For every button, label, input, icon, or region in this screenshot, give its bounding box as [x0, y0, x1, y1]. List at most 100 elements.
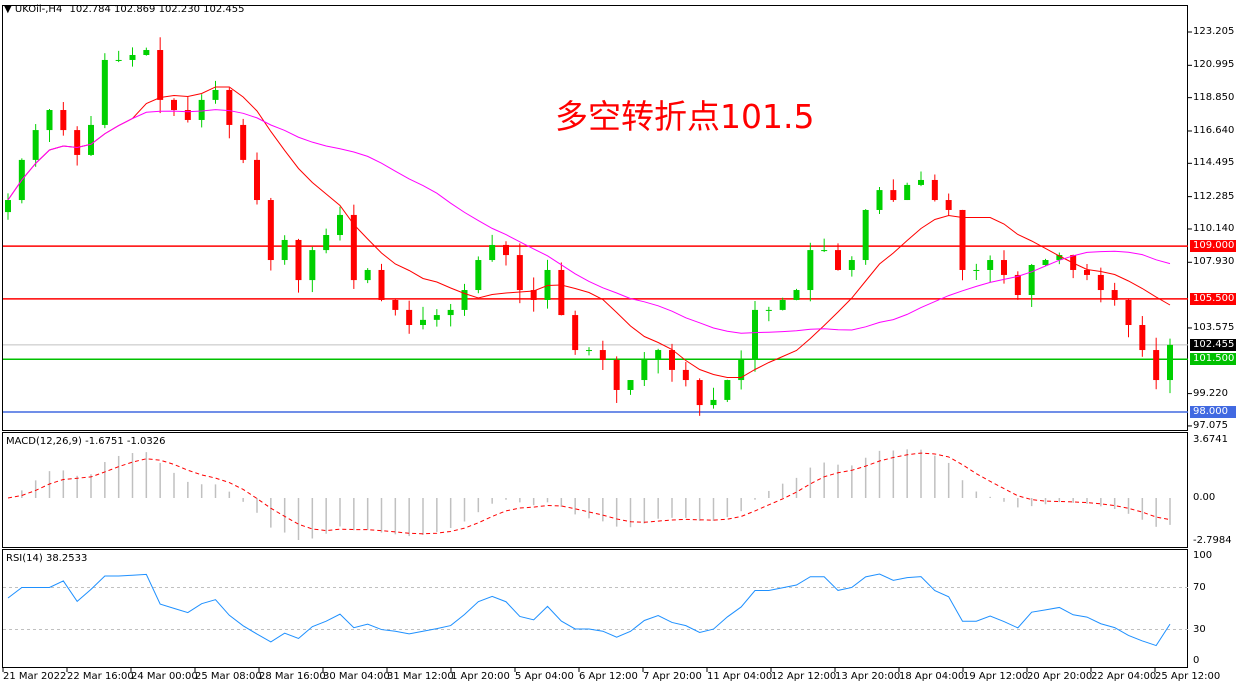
candle-body [572, 315, 579, 351]
price-tick-label: 99.220 [1193, 387, 1228, 399]
rsi-line [7, 573, 1171, 647]
candle-body [876, 190, 883, 210]
price-tick-label: 110.140 [1193, 222, 1235, 234]
price-tick-label: 123.205 [1193, 26, 1235, 37]
rsi-tick-label: 30 [1193, 623, 1206, 635]
candle-body [143, 50, 150, 55]
time-tick-label: 7 Apr 20:00 [643, 671, 702, 682]
time-tick-label: 30 Mar 04:00 [323, 671, 390, 682]
candle-body [184, 110, 191, 120]
ma-slow-line [7, 109, 1171, 334]
rsi-title: RSI(14) 38.2533 [6, 553, 88, 564]
candle-body [973, 269, 980, 271]
price-tick-label: 114.495 [1193, 157, 1235, 169]
time-tick-label: 28 Mar 16:00 [259, 671, 326, 682]
candle-body [1042, 260, 1049, 266]
candle-body [433, 315, 440, 320]
candle-body [489, 244, 496, 261]
candle-body [848, 260, 855, 270]
candle-body [323, 235, 330, 251]
symbol-header[interactable]: ▼ UKOil-,H4 102.784 102.869 102.230 102.… [4, 4, 244, 15]
candle-body [364, 269, 371, 281]
candle-body [5, 200, 11, 213]
candle-body [682, 369, 689, 381]
candle-body [904, 184, 911, 201]
candle-body [226, 89, 233, 125]
candle-body [337, 214, 343, 236]
symbol-label: UKOil-,H4 [14, 4, 63, 15]
candle-body [1097, 274, 1104, 291]
candle-body [240, 124, 247, 160]
annotation-text: 多空转折点101.5 [555, 97, 815, 136]
candle-body [129, 54, 136, 60]
time-tick-label: 18 Apr 04:00 [899, 671, 965, 682]
candle-body [530, 290, 537, 300]
candle-body [669, 350, 675, 370]
dropdown-triangle-icon[interactable]: ▼ [4, 4, 12, 15]
macd-panel-frame [2, 432, 1188, 548]
level-price-tag: 98.000 [1190, 405, 1236, 418]
time-tick-label: 22 Apr 04:00 [1091, 671, 1157, 682]
candle-body [696, 380, 703, 406]
candle-body [586, 350, 592, 352]
candle-body [655, 350, 662, 360]
time-tick-label: 25 Mar 08:00 [195, 671, 262, 682]
macd-tick-label: -2.7984 [1193, 535, 1232, 546]
time-tick-label: 19 Apr 12:00 [963, 671, 1029, 682]
candle-body [987, 260, 994, 270]
candle-body [157, 50, 164, 100]
candle-body [918, 179, 924, 185]
rsi-panel-frame [2, 549, 1188, 668]
rsi-tick-label: 70 [1193, 581, 1206, 593]
candle-body [350, 214, 357, 281]
candle-body [558, 269, 565, 316]
candle-body [627, 380, 634, 390]
candle-body [447, 309, 454, 316]
candle-body [1125, 299, 1132, 326]
candle-body [931, 179, 938, 201]
level-price-tag: 109.000 [1190, 240, 1236, 253]
time-tick-label: 22 Mar 16:00 [67, 671, 134, 682]
level-price-tag: 105.500 [1190, 292, 1236, 305]
macd-tick-label: 3.6741 [1193, 434, 1228, 445]
candle-body [641, 359, 648, 381]
candle-body [406, 309, 413, 326]
candle-body [212, 89, 219, 100]
candle-body [613, 359, 620, 390]
current-price-tag: 102.455 [1190, 338, 1236, 351]
time-tick-label: 1 Apr 20:00 [451, 671, 510, 682]
candle-body [793, 290, 800, 300]
candle-body [1014, 274, 1021, 296]
candle-body [516, 255, 523, 291]
candle-body [765, 309, 772, 311]
candle-body [115, 59, 122, 61]
candle-body [254, 159, 260, 201]
price-tick-label: 97.075 [1193, 419, 1228, 431]
candle-body [1153, 350, 1160, 381]
candle-body [1056, 255, 1063, 261]
candle-body [378, 269, 385, 300]
price-tick-label: 103.575 [1193, 321, 1235, 333]
candle-body [1084, 269, 1090, 275]
candle-body [267, 200, 274, 261]
candle-body [475, 260, 482, 291]
time-tick-label: 13 Apr 20:00 [835, 671, 901, 682]
time-tick-label: 24 Mar 00:00 [131, 671, 198, 682]
macd-tick-label: 0.00 [1193, 492, 1216, 503]
candle-body [1111, 290, 1118, 300]
candle-body [835, 250, 841, 270]
candle-body [281, 239, 288, 261]
main-panel-frame [2, 5, 1188, 431]
candle-body [807, 250, 814, 291]
candle-body [738, 359, 745, 381]
time-tick-label: 31 Mar 12:00 [387, 671, 454, 682]
candle-body [1139, 325, 1146, 351]
price-tick-label: 120.995 [1193, 59, 1235, 71]
candle-body [779, 299, 786, 310]
candle-body [1028, 265, 1035, 296]
candle-body [890, 190, 897, 201]
time-tick-label: 25 Apr 12:00 [1155, 671, 1221, 682]
candle-body [724, 380, 731, 400]
time-tick-label: 12 Apr 12:00 [771, 671, 837, 682]
